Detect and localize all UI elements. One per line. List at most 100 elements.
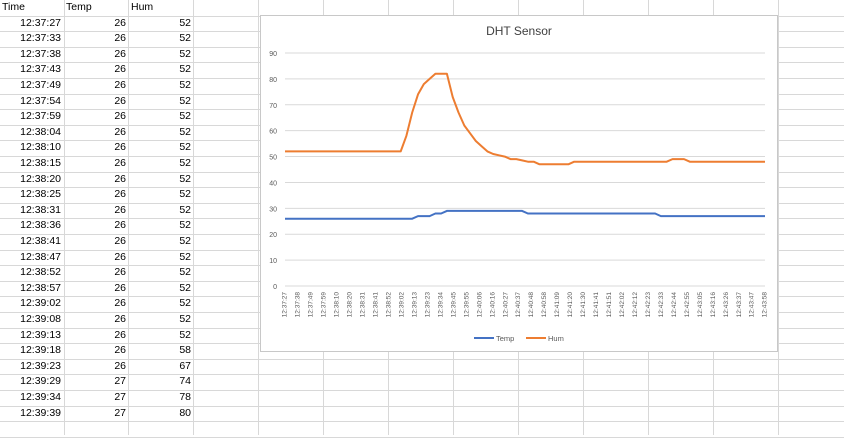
table-cell[interactable]: 26 (114, 48, 126, 60)
table-cell[interactable]: 12:37:43 (20, 63, 61, 75)
x-tick-label: 12:41:20 (567, 292, 574, 318)
table-cell[interactable]: 12:38:10 (20, 141, 61, 153)
table-cell[interactable]: 26 (114, 360, 126, 372)
table-cell[interactable]: 78 (179, 391, 191, 403)
x-tick-label: 12:39:13 (411, 292, 418, 318)
x-tick-label: 12:42:02 (619, 292, 626, 318)
table-cell[interactable]: 26 (114, 32, 126, 44)
table-cell[interactable]: 52 (179, 32, 191, 44)
table-cell[interactable]: 52 (179, 329, 191, 341)
table-cell[interactable]: 12:39:13 (20, 329, 61, 341)
table-cell[interactable]: 12:39:39 (20, 407, 61, 419)
legend-label-temp: Temp (496, 334, 514, 343)
table-cell[interactable]: 26 (114, 63, 126, 75)
row-gridline (0, 390, 844, 391)
table-cell[interactable]: 26 (114, 141, 126, 153)
legend-label-hum: Hum (548, 334, 564, 343)
table-cell[interactable]: 12:37:33 (20, 32, 61, 44)
x-tick-label: 12:42:12 (632, 292, 639, 318)
table-cell[interactable]: 52 (179, 141, 191, 153)
table-cell[interactable]: 12:38:25 (20, 188, 61, 200)
table-cell[interactable]: 12:39:02 (20, 297, 61, 309)
table-cell[interactable]: 52 (179, 157, 191, 169)
table-cell[interactable]: 12:38:36 (20, 219, 61, 231)
table-cell[interactable]: 27 (114, 391, 126, 403)
table-cell[interactable]: 52 (179, 313, 191, 325)
y-tick-label: 20 (269, 232, 277, 239)
table-cell[interactable]: 52 (179, 173, 191, 185)
table-cell[interactable]: 12:39:23 (20, 360, 61, 372)
table-cell[interactable]: 52 (179, 48, 191, 60)
table-cell[interactable]: 12:37:59 (20, 110, 61, 122)
table-cell[interactable]: 52 (179, 251, 191, 263)
table-cell[interactable]: 52 (179, 95, 191, 107)
table-cell[interactable]: 12:38:47 (20, 251, 61, 263)
table-cell[interactable]: 52 (179, 79, 191, 91)
x-tick-label: 12:39:23 (424, 292, 431, 318)
table-cell[interactable]: 52 (179, 126, 191, 138)
table-cell[interactable]: 52 (179, 204, 191, 216)
table-cell[interactable]: 74 (179, 375, 191, 387)
table-cell[interactable]: 26 (114, 79, 126, 91)
table-cell[interactable]: 26 (114, 126, 126, 138)
table-cell[interactable]: 26 (114, 157, 126, 169)
table-cell[interactable]: 52 (179, 282, 191, 294)
table-cell[interactable]: 26 (114, 313, 126, 325)
table-cell[interactable]: 12:38:15 (20, 157, 61, 169)
table-cell[interactable]: 26 (114, 282, 126, 294)
table-cell[interactable]: 12:37:27 (20, 17, 61, 29)
x-tick-label: 12:43:58 (762, 292, 769, 318)
table-cell[interactable]: 58 (179, 344, 191, 356)
y-tick-label: 80 (269, 77, 277, 84)
header-cell-hum[interactable]: Hum (131, 1, 154, 13)
table-cell[interactable]: 26 (114, 251, 126, 263)
table-cell[interactable]: 26 (114, 17, 126, 29)
header-cell-time[interactable]: Time (2, 1, 25, 13)
table-cell[interactable]: 12:39:29 (20, 375, 61, 387)
table-cell[interactable]: 12:39:18 (20, 344, 61, 356)
x-tick-label: 12:43:16 (710, 292, 717, 318)
table-cell[interactable]: 12:38:52 (20, 266, 61, 278)
x-tick-label: 12:38:31 (360, 292, 367, 318)
table-cell[interactable]: 27 (114, 407, 126, 419)
table-cell[interactable]: 12:38:04 (20, 126, 61, 138)
table-cell[interactable]: 12:38:57 (20, 282, 61, 294)
table-cell[interactable]: 26 (114, 110, 126, 122)
series-line-temp (285, 209, 765, 220)
table-cell[interactable]: 26 (114, 235, 126, 247)
table-cell[interactable]: 12:37:38 (20, 48, 61, 60)
table-cell[interactable]: 26 (114, 204, 126, 216)
x-tick-label: 12:39:55 (463, 292, 470, 318)
table-cell[interactable]: 12:37:54 (20, 95, 61, 107)
table-cell[interactable]: 26 (114, 329, 126, 341)
y-tick-label: 40 (269, 180, 277, 187)
x-tick-label: 12:38:10 (334, 292, 341, 318)
table-cell[interactable]: 52 (179, 17, 191, 29)
table-cell[interactable]: 26 (114, 219, 126, 231)
table-cell[interactable]: 12:38:31 (20, 204, 61, 216)
table-cell[interactable]: 52 (179, 219, 191, 231)
table-cell[interactable]: 52 (179, 297, 191, 309)
table-cell[interactable]: 12:38:41 (20, 235, 61, 247)
header-cell-temp[interactable]: Temp (66, 1, 92, 13)
table-cell[interactable]: 26 (114, 188, 126, 200)
table-cell[interactable]: 27 (114, 375, 126, 387)
table-cell[interactable]: 52 (179, 266, 191, 278)
table-cell[interactable]: 26 (114, 173, 126, 185)
table-cell[interactable]: 26 (114, 297, 126, 309)
table-cell[interactable]: 12:38:20 (20, 173, 61, 185)
table-cell[interactable]: 67 (179, 360, 191, 372)
table-cell[interactable]: 52 (179, 235, 191, 247)
table-cell[interactable]: 52 (179, 188, 191, 200)
table-cell[interactable]: 12:39:08 (20, 313, 61, 325)
table-cell[interactable]: 26 (114, 266, 126, 278)
table-cell[interactable]: 52 (179, 63, 191, 75)
chart-dht-sensor[interactable]: DHT Sensor 0 10 20 30 40 50 60 70 80 90 12:37:27 12… (260, 15, 778, 352)
table-cell[interactable]: 26 (114, 344, 126, 356)
table-cell[interactable]: 12:39:34 (20, 391, 61, 403)
table-cell[interactable]: 80 (179, 407, 191, 419)
table-cell[interactable]: 52 (179, 110, 191, 122)
x-tick-label: 12:38:20 (347, 292, 354, 318)
table-cell[interactable]: 12:37:49 (20, 79, 61, 91)
table-cell[interactable]: 26 (114, 95, 126, 107)
